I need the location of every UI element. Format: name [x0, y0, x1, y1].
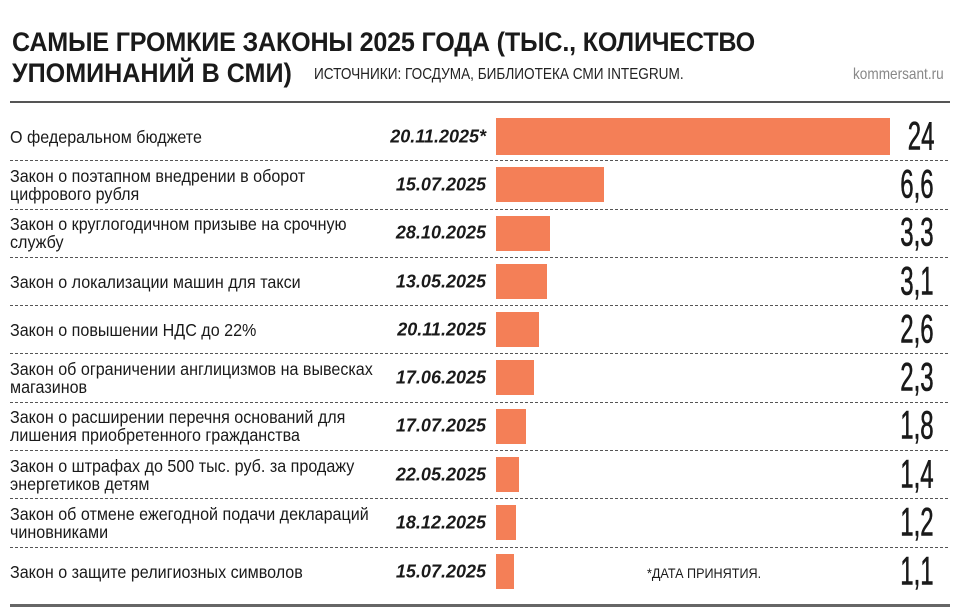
value-label: 1,2	[900, 500, 934, 545]
bar	[496, 167, 605, 203]
value-label: 3,3	[900, 210, 934, 255]
value-label: 24	[907, 114, 934, 159]
footnote: *ДАТА ПРИНЯТИЯ.	[647, 565, 762, 581]
category-label: Закон об отмене ежегодной подачи деклара…	[10, 504, 369, 543]
bottom-divider	[10, 604, 950, 607]
date-label: 17.06.2025	[395, 367, 486, 388]
value-label: 1,1	[900, 549, 934, 594]
category-label: Закон о штрафах до 500 тыс. руб. за прод…	[10, 455, 355, 494]
date-label: 15.07.2025	[395, 561, 486, 582]
chart-row: Закон о штрафах до 500 тыс. руб. за прод…	[10, 451, 948, 500]
category-label: Закон о локализации машин для такси	[10, 271, 301, 292]
date-label: 13.05.2025	[395, 271, 486, 292]
bar	[496, 408, 526, 444]
date-label: 28.10.2025	[395, 222, 486, 243]
chart-row: Закон о расширении перечня оснований для…	[10, 403, 948, 452]
category-label: Закон о поэтапном внедрении в оборот циф…	[10, 165, 306, 204]
date-label: 20.11.2025*	[390, 126, 486, 147]
source-note: ИСТОЧНИКИ: ГОСДУМА, БИБЛИОТЕКА СМИ INTEG…	[314, 66, 684, 83]
value-label: 3,1	[900, 259, 934, 304]
chart-row: О федеральном бюджете 20.11.2025* 24	[10, 113, 948, 162]
date-label: 15.07.2025	[395, 174, 486, 195]
value-label: 1,4	[900, 452, 934, 497]
bar	[496, 118, 890, 155]
date-label: 17.07.2025	[395, 415, 486, 436]
value-label: 1,8	[900, 403, 934, 449]
chart-title-line1: САМЫЕ ГРОМКИЕ ЗАКОНЫ 2025 ГОДА (ТЫС., КО…	[12, 27, 756, 57]
bar	[496, 505, 516, 541]
chart-row: Закон о защите религиозных символов 15.07…	[10, 548, 948, 596]
date-label: 18.12.2025	[395, 512, 486, 533]
category-label: Закон о круглогодичном призыве на срочну…	[10, 214, 347, 253]
bar	[496, 553, 515, 589]
category-label: Закон о расширении перечня оснований для…	[10, 407, 346, 446]
bar	[496, 263, 547, 299]
chart-title-line2: УПОМИНАНИЙ В СМИ)	[12, 58, 292, 88]
chart-row: Закон о поэтапном внедрении в оборот циф…	[10, 161, 948, 210]
bar	[496, 360, 534, 396]
bar	[496, 215, 551, 251]
date-label: 22.05.2025	[395, 464, 486, 485]
value-label: 2,6	[900, 307, 934, 352]
chart-row: Закон о локализации машин для такси 13.05…	[10, 258, 948, 307]
category-label: Закон об ограничении англицизмов на выве…	[10, 359, 373, 398]
value-label: 6,6	[900, 162, 934, 207]
category-label: О федеральном бюджете	[10, 126, 202, 147]
category-label: Закон о повышении НДС до 22%	[10, 319, 257, 340]
date-label: 20.11.2025	[397, 319, 486, 340]
bar	[496, 457, 519, 493]
value-label: 2,3	[900, 355, 934, 400]
chart-row: Закон об ограничении англицизмов на выве…	[10, 354, 948, 403]
bar	[496, 312, 539, 348]
category-label: Закон о защите религиозных символов	[10, 561, 303, 582]
chart-row: Закон о повышении НДС до 22% 20.11.2025 2,…	[10, 306, 948, 355]
chart-row: Закон о круглогодичном призыве на срочну…	[10, 210, 948, 258]
chart-title-line2-wrap: УПОМИНАНИЙ В СМИ)	[12, 58, 313, 89]
brand-link[interactable]: kommersant.ru	[853, 66, 944, 83]
top-divider	[10, 101, 950, 103]
chart-row: Закон об отмене ежегодной подачи деклара…	[10, 499, 948, 548]
bar-chart: О федеральном бюджете 20.11.2025* 24 Закон …	[10, 113, 948, 596]
